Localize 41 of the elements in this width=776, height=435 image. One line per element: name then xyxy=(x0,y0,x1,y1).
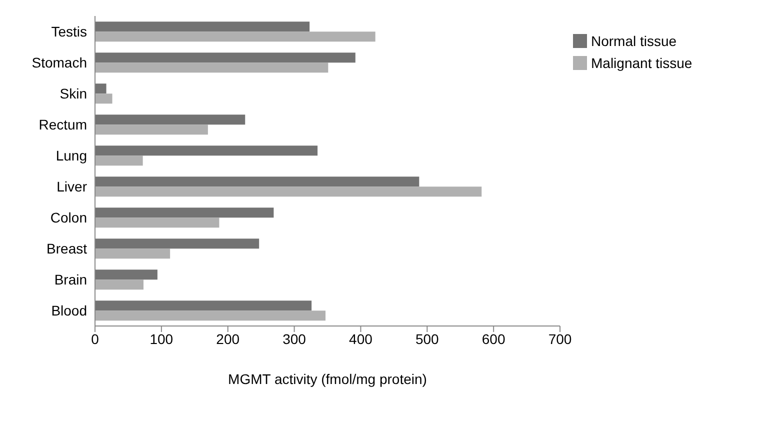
bar xyxy=(95,94,112,104)
bar xyxy=(95,218,220,228)
x-tick-label: 400 xyxy=(349,330,373,347)
legend-label: Normal tissue xyxy=(591,32,677,51)
bar xyxy=(95,238,260,249)
x-tick-label: 0 xyxy=(91,330,100,347)
x-axis-title: MGMT activity (fmol/mg protein) xyxy=(228,371,427,387)
y-tick-label: Lung xyxy=(56,147,87,164)
y-tick-label: Rectum xyxy=(38,116,87,132)
y-tick-label: Blood xyxy=(51,302,87,318)
bar xyxy=(95,280,144,290)
bar xyxy=(95,62,328,73)
y-tick-label: Breast xyxy=(46,240,88,256)
bar xyxy=(95,208,274,218)
bar xyxy=(95,52,356,63)
bar xyxy=(95,176,420,187)
y-tick-label: Testis xyxy=(51,23,87,40)
bar xyxy=(95,310,326,321)
bar xyxy=(95,270,158,280)
bar xyxy=(95,186,482,197)
bar xyxy=(95,114,246,125)
x-tick-label: 100 xyxy=(150,330,174,347)
y-tick-label: Brain xyxy=(54,271,87,288)
legend-label: Malignant tissue xyxy=(591,54,692,73)
y-tick-label: Stomach xyxy=(32,54,87,70)
x-tick-label: 300 xyxy=(282,330,306,347)
bar xyxy=(95,248,170,259)
x-tick-label: 700 xyxy=(548,330,572,347)
bar xyxy=(95,84,106,94)
bar xyxy=(95,32,376,42)
x-tick-label: 600 xyxy=(482,330,506,347)
y-tick-label: Colon xyxy=(50,209,87,226)
y-tick-label: Skin xyxy=(60,85,87,102)
bar xyxy=(95,156,143,166)
x-tick-label: 500 xyxy=(415,330,440,347)
bar xyxy=(95,22,310,32)
x-tick-label: 200 xyxy=(216,330,240,347)
bar xyxy=(95,146,318,156)
bar xyxy=(95,300,312,311)
bar xyxy=(95,124,208,135)
y-tick-label: Liver xyxy=(56,178,88,194)
